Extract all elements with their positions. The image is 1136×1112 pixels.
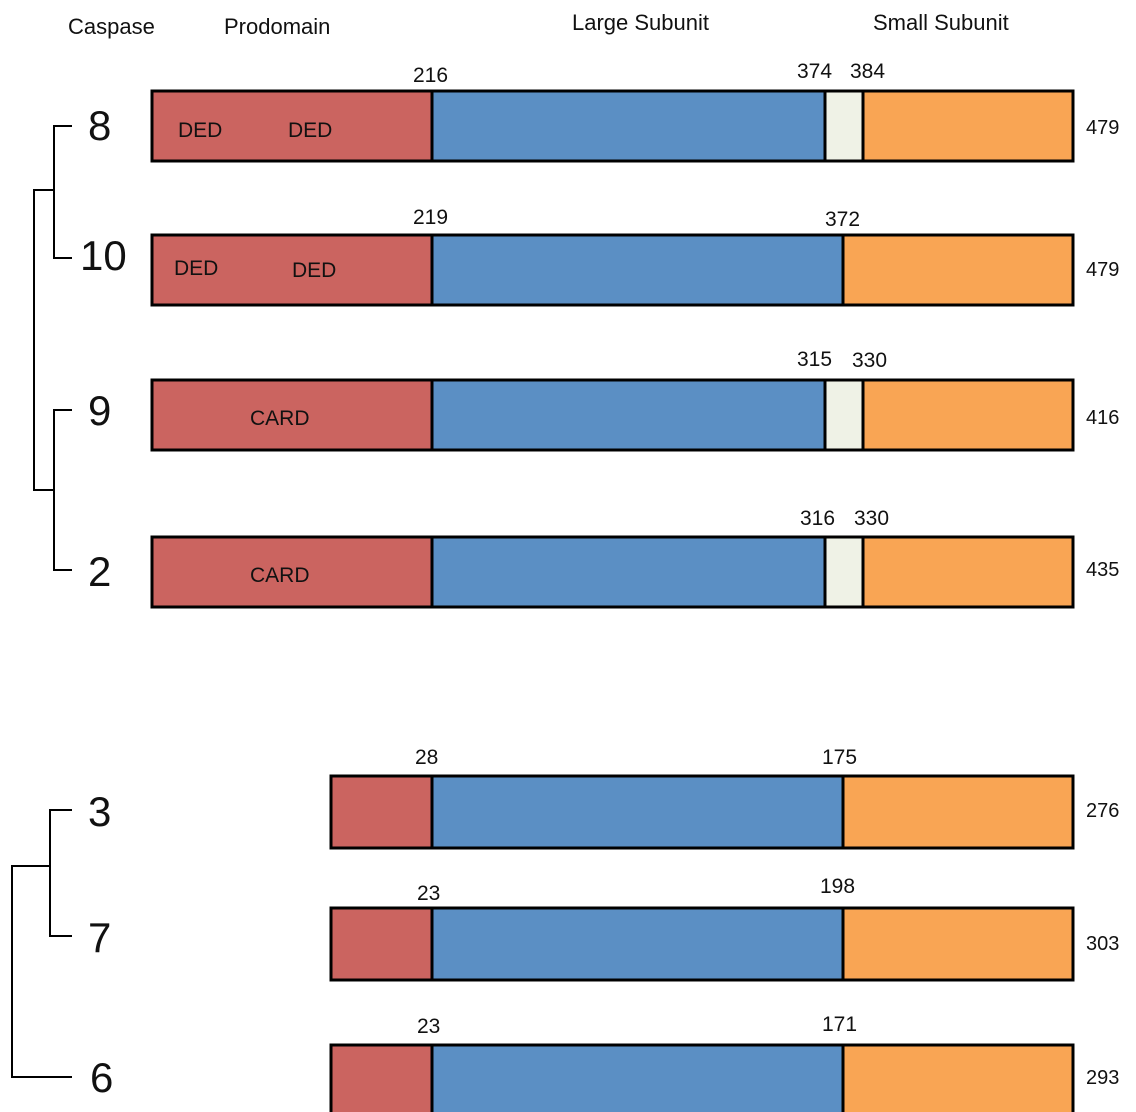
small-subunit-start-label: 330	[852, 349, 887, 372]
small-subunit-start-label: 384	[850, 60, 885, 83]
prodomain-bar	[152, 91, 432, 161]
linker-bar	[825, 91, 863, 161]
protein-length-label: 303	[1086, 933, 1119, 955]
prodomain-bar	[331, 1045, 432, 1112]
prodomain-end-label: 219	[413, 206, 448, 229]
protein-length-label: 435	[1086, 559, 1119, 581]
small-subunit-bar	[843, 235, 1073, 305]
prodomain-bar	[331, 908, 432, 980]
domain-label: DED	[288, 119, 332, 142]
small-subunit-bar	[843, 908, 1073, 980]
large-subunit-end-label: 175	[822, 746, 857, 769]
large-subunit-bar	[432, 380, 825, 450]
caspase-id: 3	[88, 788, 111, 835]
linker-bar	[825, 537, 863, 607]
small-subunit-bar	[863, 380, 1073, 450]
caspase-id: 7	[88, 914, 111, 961]
domain-label: DED	[178, 119, 222, 142]
small-subunit-bar	[863, 537, 1073, 607]
protein-outline	[150, 233, 1075, 307]
protein-outline	[150, 378, 1075, 452]
small-subunit-bar	[863, 91, 1073, 161]
protein-outline	[329, 906, 1075, 982]
dendrogram-initiator	[33, 125, 72, 571]
large-subunit-bar	[432, 776, 843, 848]
large-subunit-bar	[432, 1045, 843, 1112]
protein-length-label: 416	[1086, 407, 1119, 429]
header-prodomain: Prodomain	[224, 14, 330, 39]
caspase-8-row: 8 DED DED 216 374 384 479	[88, 60, 1119, 163]
caspase-7-row: 7 23 198 303	[88, 875, 1119, 982]
caspase-id: 9	[88, 387, 111, 434]
prodomain-end-label: 23	[417, 1015, 440, 1038]
protein-length-label: 293	[1086, 1067, 1119, 1089]
large-subunit-end-label: 315	[797, 348, 832, 371]
small-subunit-bar	[843, 1045, 1073, 1112]
linker-bar	[825, 380, 863, 450]
domain-label: DED	[174, 257, 218, 280]
caspase-id: 6	[90, 1054, 113, 1101]
caspase-id: 2	[88, 548, 111, 595]
protein-length-label: 479	[1086, 259, 1119, 281]
prodomain-bar	[152, 380, 432, 450]
caspase-10-row: 10 DED DED 219 372 479	[80, 206, 1119, 307]
large-subunit-bar	[432, 908, 843, 980]
header-small-subunit: Small Subunit	[873, 10, 1009, 35]
large-subunit-end-label: 372	[825, 208, 860, 231]
caspase-id: 10	[80, 232, 127, 279]
domain-label: CARD	[250, 407, 310, 430]
dendrogram-executioner	[11, 809, 72, 1078]
small-subunit-start-label: 330	[854, 507, 889, 530]
protein-length-label: 276	[1086, 800, 1119, 822]
large-subunit-bar	[432, 235, 843, 305]
protein-outline	[329, 774, 1075, 850]
large-subunit-end-label: 316	[800, 507, 835, 530]
prodomain-end-label: 216	[413, 64, 448, 87]
domain-label: DED	[292, 259, 336, 282]
protein-outline	[150, 89, 1075, 163]
large-subunit-end-label: 171	[822, 1013, 857, 1036]
caspase-id: 8	[88, 102, 111, 149]
header-large-subunit: Large Subunit	[572, 10, 709, 35]
small-subunit-bar	[843, 776, 1073, 848]
caspase-2-row: 2 CARD 316 330 435	[88, 507, 1119, 609]
caspase-3-row: 3 28 175 276	[88, 746, 1119, 850]
prodomain-bar	[152, 537, 432, 607]
protein-outline	[150, 535, 1075, 609]
large-subunit-end-label: 198	[820, 875, 855, 898]
prodomain-bar	[331, 776, 432, 848]
header-caspase: Caspase	[68, 14, 155, 39]
protein-outline	[329, 1043, 1075, 1112]
prodomain-end-label: 23	[417, 882, 440, 905]
large-subunit-bar	[432, 91, 825, 161]
protein-length-label: 479	[1086, 117, 1119, 139]
prodomain-bar	[152, 235, 432, 305]
large-subunit-bar	[432, 537, 825, 607]
domain-label: CARD	[250, 564, 310, 587]
large-subunit-end-label: 374	[797, 60, 832, 83]
caspase-6-row: 6 23 171 293	[90, 1013, 1119, 1112]
caspase-9-row: 9 CARD 315 330 416	[88, 348, 1119, 452]
prodomain-end-label: 28	[415, 746, 438, 769]
